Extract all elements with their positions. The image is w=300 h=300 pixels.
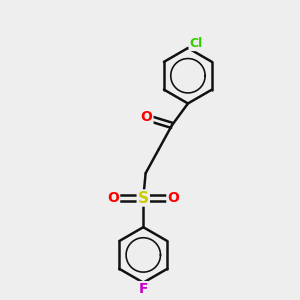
Text: F: F <box>139 282 148 296</box>
Text: O: O <box>167 191 179 205</box>
Text: O: O <box>107 191 119 205</box>
Text: S: S <box>138 190 149 206</box>
Text: O: O <box>141 110 152 124</box>
Text: Cl: Cl <box>190 37 203 50</box>
